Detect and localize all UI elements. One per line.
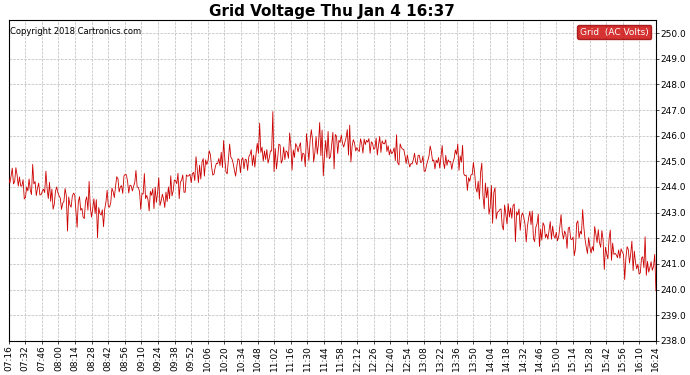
Legend: Grid  (AC Volts): Grid (AC Volts) [578, 25, 651, 39]
Title: Grid Voltage Thu Jan 4 16:37: Grid Voltage Thu Jan 4 16:37 [209, 4, 455, 19]
Text: Copyright 2018 Cartronics.com: Copyright 2018 Cartronics.com [10, 27, 141, 36]
